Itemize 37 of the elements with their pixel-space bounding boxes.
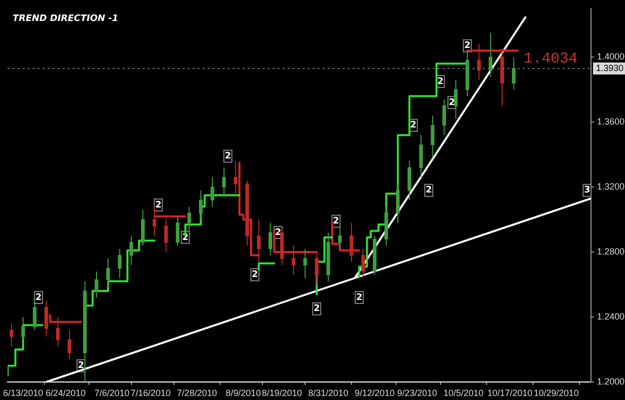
x-tick-label: 10/5/2010 (443, 388, 484, 398)
x-tick-label: 6/13/2010 (3, 388, 44, 398)
annotation: 1.4034 (524, 50, 578, 68)
annotation: 2 (252, 270, 258, 280)
x-tick-label: 8/19/2010 (262, 388, 302, 398)
annotation: 2 (155, 200, 162, 210)
x-tick-label: 10/29/2010 (534, 388, 579, 398)
annotation: 2 (224, 152, 231, 162)
annotation: 2 (35, 292, 42, 303)
x-tick-label: 6/24/2010 (46, 388, 86, 398)
annotation: 2 (332, 216, 340, 227)
x-tick-label: 8/31/2010 (308, 388, 348, 398)
annotation: 2 (448, 98, 456, 108)
annotation: 2 (78, 361, 84, 372)
y-tick-label: 1.4000 (597, 52, 625, 62)
y-tick-label: 1.2800 (597, 246, 625, 257)
annotation: 2 (274, 228, 282, 238)
annotation: 2 (464, 41, 471, 52)
y-tick-label: 1.3200 (597, 182, 625, 192)
x-tick-label: 10/17/2010 (487, 388, 532, 398)
x-tick-label: 7/28/2010 (176, 388, 217, 398)
annotation: 2 (356, 292, 362, 303)
ref-line-label: 1.3930 (596, 62, 624, 73)
annotation: 2 (410, 120, 416, 131)
x-tick-label: 9/23/2010 (397, 388, 438, 398)
x-tick-label: 7/6/2010 (94, 388, 130, 398)
y-tick-label: 1.3600 (597, 116, 625, 127)
y-tick-label: 1.2400 (597, 312, 625, 322)
y-tick-label: 1.2000 (597, 376, 625, 386)
annotation: 2 (426, 186, 432, 196)
annotation: 2 (314, 304, 320, 314)
x-tick-label: 9/12/2010 (354, 388, 395, 398)
x-tick-label: 7/16/2010 (130, 388, 171, 398)
text: TREND DIRECTION -1 (12, 14, 118, 24)
x-tick-label: 8/9/2010 (226, 388, 261, 398)
annotation: 3 (584, 186, 590, 196)
annotation: 2 (437, 76, 444, 87)
